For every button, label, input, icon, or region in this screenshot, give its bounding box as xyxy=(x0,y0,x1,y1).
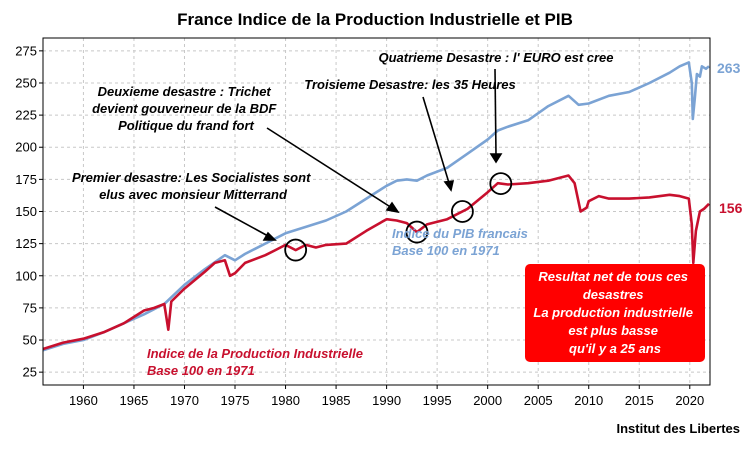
plot-frame xyxy=(42,37,711,386)
y-tick-label: 275 xyxy=(15,43,37,58)
y-tick-label: 100 xyxy=(15,268,37,283)
annotation-premier: Premier desastre: Les Socialistes sont e… xyxy=(72,170,314,202)
result-box-text: Resultat net de tous ces desastres La pr… xyxy=(533,269,696,356)
y-tick-label: 75 xyxy=(23,300,37,315)
x-tick-label: 1975 xyxy=(221,393,250,408)
y-tick-label: 150 xyxy=(15,204,37,219)
series-lines xyxy=(42,61,710,352)
x-tick-label: 2005 xyxy=(524,393,553,408)
arrowhead-deuxieme xyxy=(385,201,400,214)
x-tick-label: 1995 xyxy=(423,393,452,408)
x-tick-label: 2015 xyxy=(625,393,654,408)
highlight-circles xyxy=(284,172,513,262)
arrow-premier xyxy=(214,206,269,237)
x-tick-label: 1990 xyxy=(372,393,401,408)
chart-title: France Indice de la Production Industrie… xyxy=(177,10,573,29)
x-tick-label: 1985 xyxy=(322,393,351,408)
x-tick-label: 2010 xyxy=(574,393,603,408)
arrow-deuxieme xyxy=(266,127,393,209)
x-tick-label: 2020 xyxy=(675,393,704,408)
x-tick-label: 1970 xyxy=(170,393,199,408)
annotation-troisieme: Troisieme Desastre: les 35 Heures xyxy=(304,77,516,92)
annotation-deuxieme: Deuxieme desastre : Trichet devient gouv… xyxy=(92,84,280,133)
highlight-circle xyxy=(489,172,513,196)
y-tick-label: 225 xyxy=(15,108,37,123)
highlight-circle xyxy=(405,220,429,244)
y-tick-label: 25 xyxy=(23,365,37,380)
annotation-quatrieme: Quatrieme Desastre : l' EURO est cree xyxy=(378,50,613,65)
annotation-arrows xyxy=(214,68,503,241)
x-tick-label: 1960 xyxy=(69,393,98,408)
result-box xyxy=(525,264,705,362)
arrow-quatrieme xyxy=(494,68,497,156)
pib-series-label: Indice du PIB francais Base 100 en 1971 xyxy=(392,226,531,258)
y-tick-label: 250 xyxy=(15,75,37,90)
x-tick-label: 2000 xyxy=(473,393,502,408)
ipi-series-line xyxy=(42,174,710,351)
pib-series-line xyxy=(42,61,710,352)
arrow-troisieme xyxy=(422,96,450,184)
arrowhead-quatrieme xyxy=(489,153,503,164)
arrowhead-troisieme xyxy=(443,180,455,192)
y-tick-label: 125 xyxy=(15,236,37,251)
pib-end-label: 263 xyxy=(717,60,741,76)
highlight-circle xyxy=(451,200,474,223)
y-axis-ticks: 25 50 75 100 125 150 175 200 225 250 275 xyxy=(15,43,43,380)
arrowhead-premier xyxy=(262,231,277,241)
credit-label: Institut des Libertes xyxy=(616,421,740,436)
x-axis-ticks: 1960 1965 1970 1975 1980 1985 1990 1995 2000 2005… xyxy=(69,385,704,408)
ipi-series-label: Indice de la Production Industrielle Bas… xyxy=(147,346,367,378)
y-tick-label: 50 xyxy=(23,333,37,348)
y-tick-label: 175 xyxy=(15,172,37,187)
x-tick-label: 1965 xyxy=(119,393,148,408)
x-tick-label: 1980 xyxy=(271,393,300,408)
highlight-circle xyxy=(284,238,308,262)
ipi-end-label: 156 xyxy=(719,200,743,216)
y-tick-label: 200 xyxy=(15,140,37,155)
